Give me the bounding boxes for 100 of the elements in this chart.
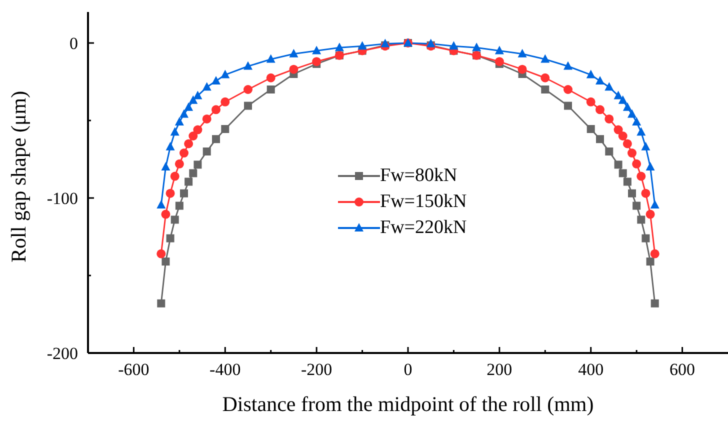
point [358,41,367,50]
point [194,160,202,169]
point [212,135,220,144]
x-tick-label: -600 [118,360,150,379]
point [632,117,642,126]
point [221,125,230,134]
point [650,200,660,208]
point [266,86,275,94]
x-tick-label: 400 [578,360,604,379]
point [289,48,298,58]
point [604,82,614,91]
point [636,127,646,136]
point [161,162,170,170]
y-axis-title: Roll gap shape (μm) [6,90,30,262]
point [472,42,482,52]
point [641,188,650,198]
point [188,95,198,104]
point [174,159,184,168]
point [596,105,604,114]
point [586,125,595,134]
legend-label: Fw=80kN [380,165,458,187]
point [618,132,628,140]
point [312,57,322,66]
point [622,102,632,111]
point [220,97,230,106]
point [266,54,276,63]
point [170,172,180,181]
point [184,178,193,186]
point [540,73,550,82]
y-tick-label: -200 [46,344,78,363]
x-axis-title: Distance from the midpoint of the roll (mm) [222,392,594,416]
point [628,189,636,198]
point [156,200,166,208]
point [494,46,504,54]
point [193,125,202,134]
point [166,234,174,242]
point [244,85,252,94]
point [174,117,184,126]
point [334,42,344,52]
x-tick-label: -200 [300,360,332,379]
point [540,54,550,63]
x-tick-label: 0 [404,360,412,379]
point [618,95,628,104]
y-tick-label: -100 [46,189,78,208]
point [632,202,641,210]
point [202,114,212,124]
point [426,38,436,48]
point [449,41,458,50]
point [518,48,527,58]
x-tick-label: 200 [486,360,512,379]
point [628,148,636,158]
point [586,70,596,78]
point [650,249,660,258]
point [189,169,198,178]
x-tick-label: -400 [210,360,241,379]
point [646,162,655,170]
point [642,234,650,242]
point [202,148,211,156]
point [623,178,632,186]
point [244,102,252,110]
point [193,90,202,100]
legend-label: Fw=220kN [380,217,467,239]
x-tick-label: 600 [670,360,696,379]
point [161,210,170,219]
point [180,189,188,198]
point [180,109,188,118]
point [220,70,230,78]
point [518,64,527,74]
point [614,90,623,100]
point [244,61,252,70]
point [614,125,623,134]
y-tick-label: 0 [70,34,78,53]
point [156,249,166,258]
point [637,216,646,224]
point [605,148,614,156]
point [641,142,650,150]
point [180,148,188,158]
point [586,97,596,106]
point [170,216,179,224]
point [622,139,632,148]
point [564,102,572,110]
point [380,38,390,48]
point [289,64,298,74]
point [632,159,642,168]
point [614,160,622,169]
point [166,142,175,150]
point [184,102,194,111]
point [596,135,604,144]
point [494,57,504,66]
point [170,127,180,136]
legend-label: Fw=150kN [380,191,467,213]
point [266,73,276,82]
point [541,86,550,94]
point [175,202,184,210]
point [564,61,572,70]
point [212,105,220,114]
point [166,188,175,198]
point [564,85,572,94]
point [184,139,194,148]
point [157,299,166,308]
